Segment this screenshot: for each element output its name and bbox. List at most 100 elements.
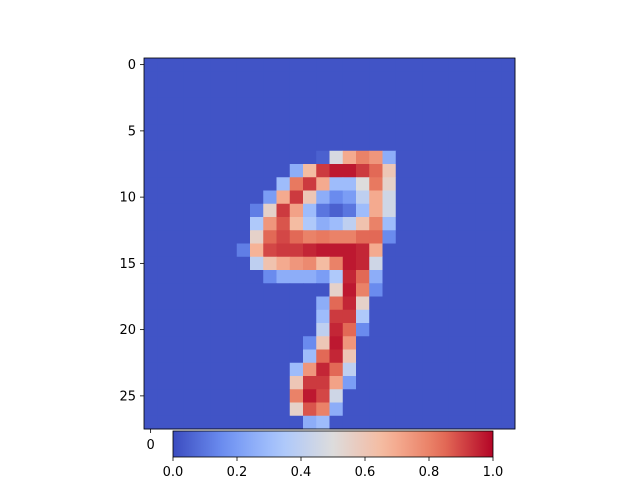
heatmap-cell (316, 84, 330, 99)
heatmap-cell (250, 349, 264, 364)
heatmap-cell (170, 402, 185, 417)
heatmap-cell (263, 362, 277, 377)
heatmap-cell (170, 309, 185, 324)
x-tick-label: 0 (146, 438, 154, 453)
heatmap-cell (462, 309, 476, 324)
heatmap-cell (329, 190, 344, 205)
heatmap-cell (409, 203, 423, 218)
heatmap-cell (183, 270, 198, 284)
heatmap-cell (462, 84, 476, 99)
heatmap-cell (422, 164, 436, 178)
heatmap-cell (409, 283, 423, 297)
heatmap-cell (170, 376, 185, 390)
heatmap-cell (501, 349, 516, 364)
heatmap-cell (501, 71, 516, 85)
heatmap-cell (170, 270, 185, 284)
heatmap-cell (501, 84, 516, 99)
heatmap-cell (170, 137, 185, 152)
heatmap-cell (236, 230, 251, 244)
heatmap-cell (475, 111, 489, 125)
heatmap-cell (475, 389, 489, 403)
heatmap-cell (276, 71, 291, 85)
heatmap-cell (501, 402, 516, 417)
heatmap-cell (475, 415, 489, 430)
heatmap-cell (475, 376, 489, 390)
heatmap-cell (435, 256, 450, 271)
heatmap-cell (356, 97, 370, 112)
heatmap-cell (501, 243, 516, 258)
heatmap-cell (409, 323, 423, 337)
heatmap-grid (144, 58, 516, 430)
heatmap-cell (501, 111, 516, 125)
heatmap-cell (488, 349, 503, 364)
heatmap-cell (303, 230, 317, 244)
heatmap-cell (435, 217, 450, 231)
heatmap-cell (382, 389, 397, 403)
heatmap-cell (462, 177, 476, 191)
heatmap-cell (395, 124, 410, 138)
heatmap-cell (250, 137, 264, 152)
heatmap-cell (435, 296, 450, 311)
heatmap-cell (342, 256, 357, 271)
heatmap-cell (223, 296, 238, 311)
heatmap-cell (250, 58, 264, 72)
heatmap-cell (223, 389, 238, 403)
heatmap-cell (369, 415, 383, 430)
heatmap-cell (475, 97, 489, 112)
heatmap-cell (369, 309, 383, 324)
heatmap-cell (236, 376, 251, 390)
heatmap-cell (316, 177, 330, 191)
heatmap-cell (369, 177, 383, 191)
heatmap-cell (170, 164, 185, 178)
heatmap-cell (488, 296, 503, 311)
heatmap-cell (276, 230, 291, 244)
heatmap-cell (435, 124, 450, 138)
heatmap-cell (329, 296, 344, 311)
heatmap-cell (329, 323, 344, 337)
heatmap-cell (223, 230, 238, 244)
heatmap-cell (250, 97, 264, 112)
heatmap-cell (475, 243, 489, 258)
heatmap-cell (422, 84, 436, 99)
heatmap-cell (382, 376, 397, 390)
heatmap-cell (395, 402, 410, 417)
heatmap-cell (329, 217, 344, 231)
heatmap-cell (236, 217, 251, 231)
heatmap-cell (144, 296, 158, 311)
heatmap-cell (369, 71, 383, 85)
heatmap-cell (263, 283, 277, 297)
heatmap-cell (236, 124, 251, 138)
heatmap-cell (395, 336, 410, 350)
heatmap-cell (356, 137, 370, 152)
heatmap-cell (356, 296, 370, 311)
heatmap-cell (369, 243, 383, 258)
heatmap-cell (462, 323, 476, 337)
heatmap-cell (210, 389, 224, 403)
heatmap-cell (210, 190, 224, 205)
heatmap-cell (342, 71, 357, 85)
heatmap-cell (276, 203, 291, 218)
heatmap-cell (157, 323, 171, 337)
heatmap-cell (276, 389, 291, 403)
heatmap-cell (462, 376, 476, 390)
heatmap-cell (316, 256, 330, 271)
heatmap-cell (250, 243, 264, 258)
heatmap-cell (316, 230, 330, 244)
heatmap-cell (435, 84, 450, 99)
heatmap-cell (462, 389, 476, 403)
heatmap-cell (250, 177, 264, 191)
heatmap-cell (250, 402, 264, 417)
heatmap-cell (183, 124, 198, 138)
heatmap-cell (356, 323, 370, 337)
heatmap-cell (448, 190, 463, 205)
heatmap-cell (263, 150, 277, 165)
heatmap-cell (236, 309, 251, 324)
heatmap-cell (170, 415, 185, 430)
heatmap-cell (435, 190, 450, 205)
heatmap-cell (475, 217, 489, 231)
x-axis: 0 (146, 429, 155, 453)
heatmap-cell (197, 71, 211, 85)
heatmap-cell (197, 402, 211, 417)
heatmap-cell (303, 124, 317, 138)
heatmap-cell (144, 256, 158, 271)
